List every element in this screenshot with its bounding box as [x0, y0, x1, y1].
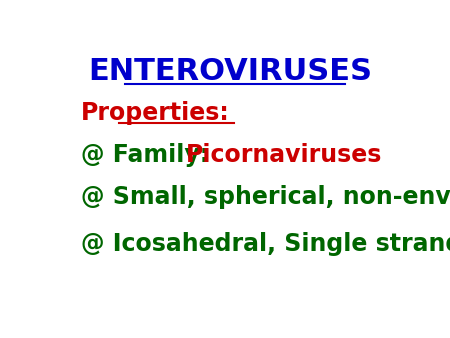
Text: Picornaviruses: Picornaviruses: [186, 143, 383, 167]
Text: @ Family:: @ Family:: [81, 143, 217, 167]
Text: @ Icosahedral, Single stranded RNA: @ Icosahedral, Single stranded RNA: [81, 232, 450, 256]
Text: ENTEROVIRUSES: ENTEROVIRUSES: [89, 57, 373, 86]
Text: Properties:: Properties:: [81, 101, 230, 125]
Text: @ Small, spherical, non-enveloped.: @ Small, spherical, non-enveloped.: [81, 185, 450, 209]
